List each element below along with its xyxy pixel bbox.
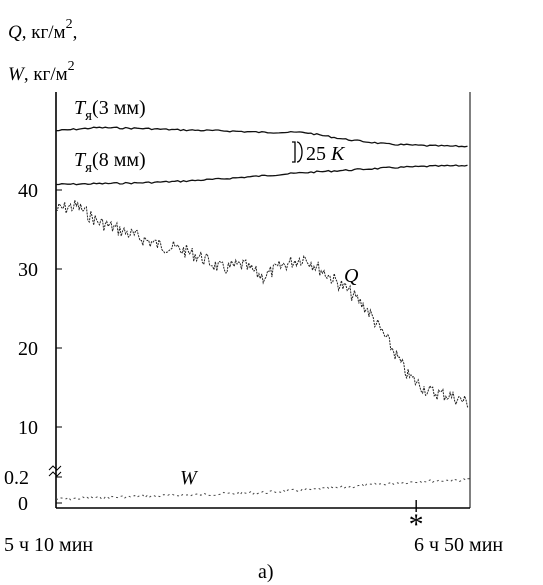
- series-line-t-8mm: [56, 164, 468, 186]
- y-tick-label-10: 10: [18, 417, 38, 439]
- y-tick-label-0: 0: [18, 493, 28, 515]
- y-axis-label-w-sup: 2: [68, 59, 75, 74]
- series-line-w: [55, 478, 470, 501]
- axis-break-mark: [48, 465, 62, 477]
- series-label-t-3mm-rest: (3 мм): [92, 97, 146, 119]
- y-axis-label-w-unit: , кг/м: [24, 64, 68, 85]
- y-axis-label-w-symbol: W: [8, 64, 26, 85]
- scale-bracket: [292, 141, 303, 163]
- y-axis-label-w: W, кг/м2: [8, 59, 75, 85]
- y-tick-label-30: 30: [18, 259, 38, 281]
- series-label-q: Q: [344, 265, 359, 287]
- series-label-t-8mm-sub: я: [85, 160, 92, 176]
- series-line-q: [55, 200, 470, 408]
- y-tick-label-02: 0.2: [4, 467, 29, 489]
- y-tick-label-20: 20: [18, 338, 38, 360]
- y-tick-label-40: 40: [18, 180, 38, 202]
- series-label-t-3mm-symbol: T: [74, 97, 87, 119]
- y-axis-label-q-sup: 2: [66, 17, 73, 32]
- series-line-t-3mm: [55, 126, 468, 148]
- x-start-label: 5 ч 10 мин: [4, 534, 93, 556]
- scale-annotation-value: 25: [306, 143, 331, 165]
- series-label-t-3mm: Tя(3 мм): [74, 97, 146, 124]
- y-ticks: [56, 189, 62, 504]
- y-axis-label-q-tail: ,: [73, 22, 78, 43]
- scale-annotation: 25 K: [306, 143, 346, 165]
- series-label-t-8mm-symbol: T: [74, 149, 87, 171]
- series-label-t-8mm-rest: (8 мм): [92, 149, 146, 171]
- x-end-label: 6 ч 50 мин: [414, 534, 503, 556]
- y-axis-label-q-unit: , кг/м: [22, 22, 66, 43]
- y-axis-label-q-symbol: Q: [8, 22, 22, 43]
- scale-annotation-unit: K: [330, 143, 346, 165]
- series-label-t-3mm-sub: я: [85, 108, 92, 124]
- panel-label: а): [258, 561, 274, 583]
- y-axis-label-q: Q, кг/м2,: [8, 17, 77, 43]
- series-label-t-8mm: Tя(8 мм): [74, 149, 146, 176]
- series-label-w: W: [180, 467, 199, 489]
- time-marker-asterisk: *: [409, 508, 424, 541]
